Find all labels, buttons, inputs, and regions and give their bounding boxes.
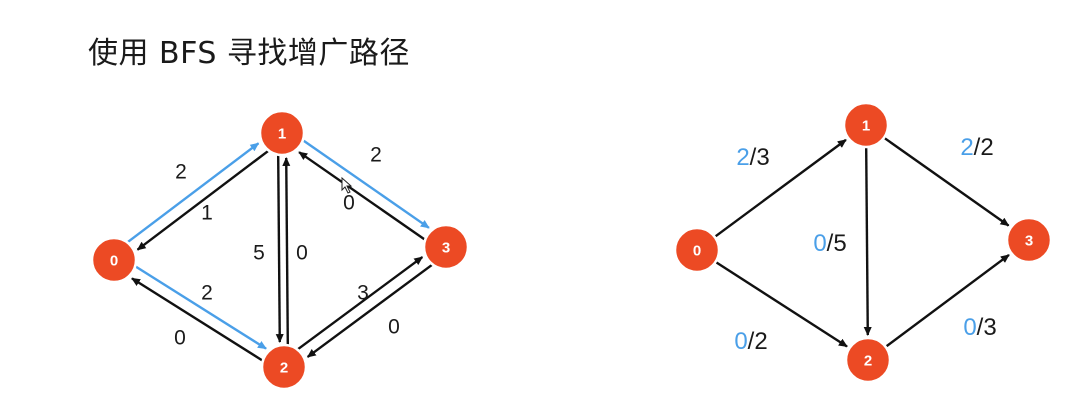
residual-edge-label-0-2: 2: [201, 282, 213, 305]
residual-node-label: 0: [110, 253, 118, 270]
residual-node-0: 0: [90, 236, 138, 284]
flow-edge-0-1: [713, 138, 847, 238]
flow-node-1: 1: [842, 101, 890, 149]
residual-edge-label-3-1: 2: [370, 144, 382, 167]
residual-edge-label-3-2: 0: [388, 316, 400, 339]
residual-edge-2-3: [297, 256, 424, 351]
flow-node-circle: [1005, 216, 1053, 264]
capacity-value: /2: [748, 328, 768, 355]
capacity-value: /3: [977, 314, 997, 341]
residual-edge-0-2: [135, 265, 267, 350]
flow-node-circle: [842, 101, 890, 149]
flow-node-label: 2: [864, 353, 872, 370]
residual-edge-label-1-3: 0: [343, 192, 355, 215]
capacity-value: /2: [974, 134, 994, 161]
residual-edge-2-1: [282, 156, 291, 345]
residual-edge-label-2-1: 0: [296, 242, 308, 265]
flow-edge-label-1-2: 0/5: [813, 230, 846, 257]
flow-node-circle: [673, 226, 721, 274]
flow-value: 0: [813, 230, 826, 257]
flow-node-label: 1: [862, 118, 870, 135]
residual-node-circle: [422, 223, 470, 271]
flow-value: 2: [960, 134, 973, 161]
flow-edge-label-1-3: 2/2: [960, 134, 993, 161]
residual-node-3: 3: [422, 223, 470, 271]
residual-edge-label-2-3: 3: [357, 282, 369, 305]
residual-node-circle: [258, 109, 306, 157]
residual-node-label: 3: [442, 240, 450, 257]
flow-edge-0-2: [714, 260, 848, 348]
flow-edge-label-0-1: 2/3: [736, 144, 769, 171]
residual-edge-label-2-0: 0: [174, 327, 186, 350]
flow-edge-label-0-2: 0/2: [734, 328, 767, 355]
residual-edge-label-1-2: 5: [253, 242, 265, 265]
flow-node-2: 2: [844, 336, 892, 384]
capacity-value: /3: [750, 144, 770, 171]
flow-node-3: 3: [1005, 216, 1053, 264]
flow-edge-2-3: [884, 253, 1010, 348]
residual-node-2: 2: [260, 343, 308, 391]
slide-title: 使用 BFS 寻找增广路径: [88, 36, 410, 71]
residual-node-label: 1: [278, 126, 286, 143]
residual-edge-3-1: [298, 151, 426, 241]
residual-node-1: 1: [258, 109, 306, 157]
residual-edge-label-1-0: 2: [175, 161, 187, 184]
flow-edge-1-2: [863, 146, 872, 337]
residual-edge-1-2: [275, 155, 284, 344]
residual-edge-3-2: [306, 263, 433, 358]
residual-edge-1-3: [302, 139, 430, 229]
residual-edge-label-0-1: 1: [201, 202, 213, 225]
flow-node-label: 0: [693, 243, 701, 260]
flow-value: 2: [736, 144, 749, 171]
residual-node-circle: [90, 236, 138, 284]
residual-edge-2-0: [131, 277, 263, 362]
residual-edge-0-1: [127, 142, 260, 243]
flow-value: 0: [963, 314, 976, 341]
flow-node-circle: [844, 336, 892, 384]
mouse-cursor-icon: [341, 176, 353, 194]
flow-node-0: 0: [673, 226, 721, 274]
residual-edge-1-0: [136, 150, 269, 251]
flow-value: 0: [734, 328, 747, 355]
capacity-value: /5: [827, 230, 847, 257]
flow-node-label: 3: [1025, 233, 1033, 250]
flow-edge-1-3: [883, 136, 1010, 227]
residual-node-label: 2: [280, 360, 288, 377]
residual-node-circle: [260, 343, 308, 391]
flow-edge-label-2-3: 0/3: [963, 314, 996, 341]
